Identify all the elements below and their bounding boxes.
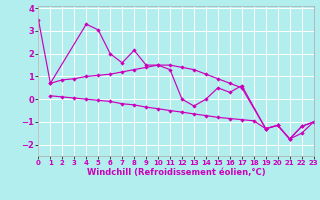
X-axis label: Windchill (Refroidissement éolien,°C): Windchill (Refroidissement éolien,°C) (87, 168, 265, 177)
